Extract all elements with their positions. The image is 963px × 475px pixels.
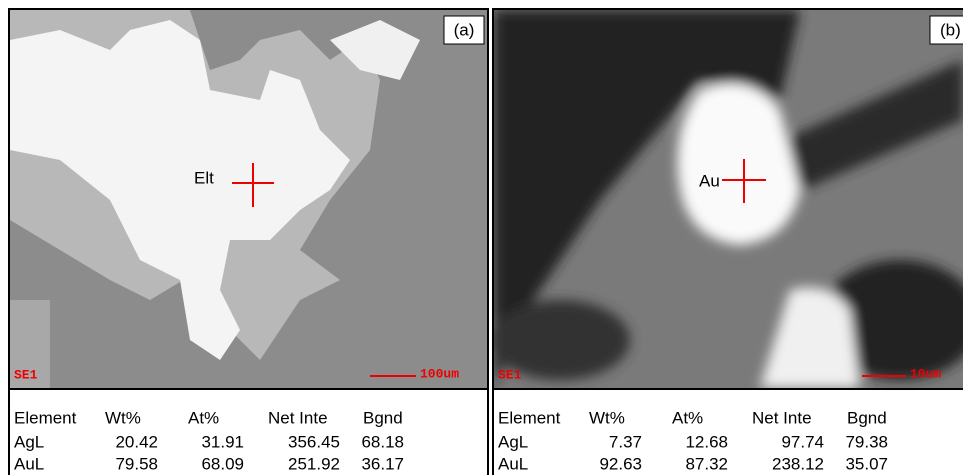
table-cell: 20.42 [115,432,158,451]
table-header: Bgnd [363,408,403,427]
table-header: Net Inte [268,408,328,427]
table-cell: 7.37 [609,432,642,451]
sem-image-b [490,10,963,388]
point-label: Au [699,171,720,190]
table-cell: 97.74 [781,432,824,451]
table-cell: 251.92 [288,454,340,473]
panel-label: (b) [940,20,961,39]
point-label: Elt [194,168,214,187]
table-cell: 356.45 [288,432,340,451]
sem-image-a [10,10,487,388]
panel-label: (a) [454,20,475,39]
table-cell: AgL [498,432,528,451]
table-header: Element [498,408,561,427]
detector-label: SE1 [14,367,38,382]
table-cell: AuL [14,454,44,473]
table-border [9,389,488,475]
page: (a) Elt SE1 100um (b) Au SE1 10um Elemen… [0,0,963,475]
table-cell: 79.58 [115,454,158,473]
table-border [493,389,963,475]
table-cell: 92.63 [599,454,642,473]
table-header: Net Inte [752,408,812,427]
table-header: Wt% [589,408,625,427]
table-header: Wt% [105,408,141,427]
table-cell: 36.17 [361,454,404,473]
table-cell: 68.18 [361,432,404,451]
table-cell: AgL [14,432,44,451]
table-cell: 68.09 [201,454,244,473]
table-cell: 35.07 [845,454,888,473]
table-header: At% [672,408,703,427]
scale-label: 100um [420,366,459,381]
table-cell: 87.32 [685,454,728,473]
scale-label: 10um [910,366,941,381]
figure: (a) Elt SE1 100um (b) Au SE1 10um Elemen… [0,0,963,475]
table-header: Bgnd [847,408,887,427]
table-cell: 12.68 [685,432,728,451]
table-header: At% [188,408,219,427]
detector-label: SE1 [498,367,522,382]
table-cell: 238.12 [772,454,824,473]
table-cell: 31.91 [201,432,244,451]
table-header: Element [14,408,77,427]
table-cell: 79.38 [845,432,888,451]
table-cell: AuL [498,454,528,473]
